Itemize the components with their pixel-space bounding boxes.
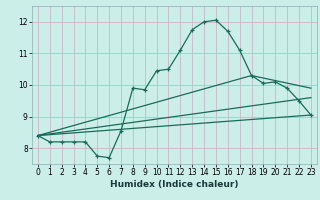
X-axis label: Humidex (Indice chaleur): Humidex (Indice chaleur) xyxy=(110,180,239,189)
